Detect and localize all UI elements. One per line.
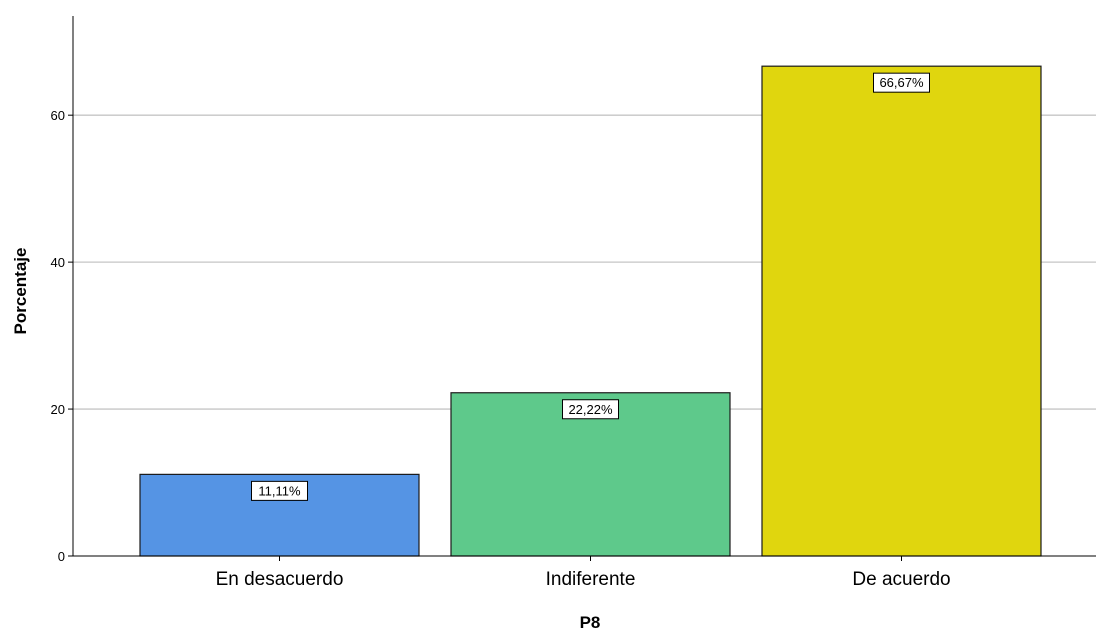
y-tick-label: 20 — [51, 402, 65, 417]
x-axis-title: P8 — [580, 613, 601, 629]
x-category-label: Indiferente — [546, 569, 636, 590]
y-tick-label: 60 — [51, 108, 65, 123]
x-category-label: De acuerdo — [852, 569, 950, 590]
bars — [139, 65, 1042, 557]
y-tick-label: 0 — [58, 549, 65, 564]
y-tick-labels: 0 20 40 60 — [51, 108, 73, 564]
bar — [450, 392, 731, 557]
data-label: 11,11% — [258, 483, 301, 498]
data-labels: 11,11% 22,22% 66,67% — [251, 72, 930, 501]
y-tick-label: 40 — [51, 255, 65, 270]
y-axis-title: Porcentaje — [11, 248, 30, 335]
data-label: 22,22% — [568, 402, 613, 417]
data-label-box — [562, 399, 619, 420]
x-category-label: En desacuerdo — [216, 569, 344, 590]
x-category-labels: En desacuerdo Indiferente De acuerdo — [216, 556, 951, 590]
data-label-box — [873, 72, 930, 93]
data-label: 66,67% — [879, 75, 924, 90]
bar — [761, 65, 1042, 557]
data-label-box — [251, 480, 308, 501]
